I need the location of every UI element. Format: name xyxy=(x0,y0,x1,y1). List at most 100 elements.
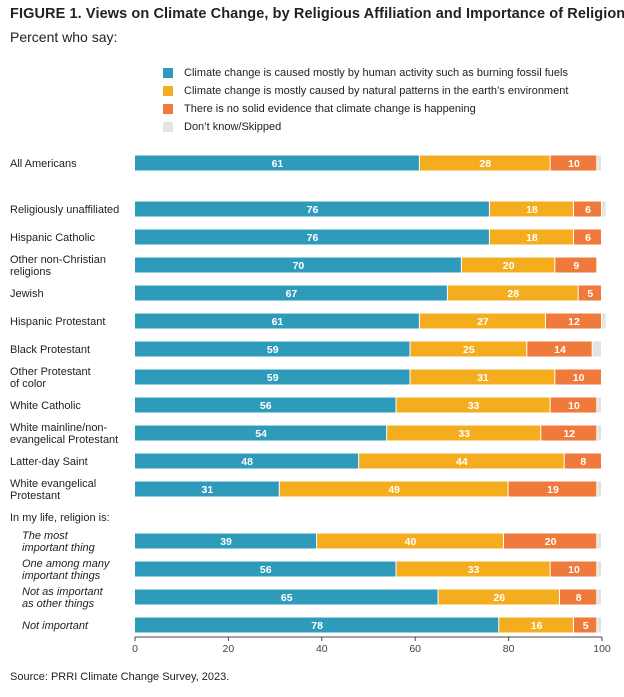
bar-segment-human xyxy=(135,257,461,273)
bar-segment-natural xyxy=(499,617,573,633)
data-label: 10 xyxy=(568,564,580,576)
section-label: In my life, religion is: xyxy=(10,512,110,524)
legend-swatch xyxy=(163,122,173,132)
bar-segment-natural xyxy=(489,229,573,245)
bar-segment-dont-know xyxy=(597,617,601,633)
x-tick-label: 40 xyxy=(316,643,328,655)
bar-segment-natural xyxy=(279,481,508,497)
source-note: Source: PRRI Climate Change Survey, 2023… xyxy=(10,671,230,683)
legend-label: Don’t know/Skipped xyxy=(184,121,282,133)
data-label: 10 xyxy=(568,400,580,412)
data-label: 16 xyxy=(531,620,543,632)
data-label: 27 xyxy=(477,316,489,328)
data-label: 78 xyxy=(311,620,323,632)
bar-segment-dont-know xyxy=(602,313,606,329)
bar-segment-no-evidence xyxy=(564,453,601,469)
bar-segment-no-evidence xyxy=(573,229,601,245)
bar-segment-dont-know xyxy=(597,589,601,605)
bar-segment-no-evidence xyxy=(527,341,592,357)
legend-item-dont-know: Don’t know/Skipped xyxy=(163,118,568,136)
bar-segment-dont-know xyxy=(597,425,601,441)
category-label: One among many important things xyxy=(22,558,111,582)
data-label: 49 xyxy=(388,484,400,496)
bar-segment-dont-know xyxy=(602,201,606,217)
data-label: 48 xyxy=(241,456,253,468)
bar-segment-dont-know xyxy=(597,561,601,577)
data-label: 18 xyxy=(526,204,538,216)
data-label: 26 xyxy=(493,592,505,604)
x-tick-label: 60 xyxy=(409,643,421,655)
bar-segment-human xyxy=(135,397,396,413)
legend-swatch xyxy=(163,86,173,96)
bar-segment-natural xyxy=(396,561,550,577)
bar-segment-no-evidence xyxy=(555,369,601,385)
bar-segment-natural xyxy=(359,453,564,469)
data-label: 6 xyxy=(585,204,591,216)
category-label: All Americans xyxy=(10,158,77,170)
bar-segment-no-evidence xyxy=(559,589,597,605)
data-label: 19 xyxy=(547,484,559,496)
category-label: White Catholic xyxy=(10,400,81,412)
data-label: 28 xyxy=(479,158,491,170)
bar-segment-human xyxy=(135,285,447,301)
bar-segment-human xyxy=(135,229,489,245)
bar-segment-human xyxy=(135,453,359,469)
data-label: 9 xyxy=(573,260,579,272)
data-label: 18 xyxy=(526,232,538,244)
bar-segment-human xyxy=(135,589,438,605)
category-label: Jewish xyxy=(10,288,44,300)
bar-segment-human xyxy=(135,533,317,549)
data-label: 31 xyxy=(202,484,214,496)
bar-segment-no-evidence xyxy=(573,617,597,633)
bar-segment-natural xyxy=(438,589,559,605)
data-label: 59 xyxy=(267,372,279,384)
category-label: Hispanic Protestant xyxy=(10,316,105,328)
bar-segment-dont-know xyxy=(597,481,601,497)
data-label: 44 xyxy=(456,456,468,468)
bar-segment-natural xyxy=(410,341,527,357)
bar-segment-natural xyxy=(447,285,578,301)
bar-segment-natural xyxy=(317,533,503,549)
bar-segment-no-evidence xyxy=(573,201,601,217)
data-label: 54 xyxy=(255,428,267,440)
x-tick-label: 20 xyxy=(223,643,235,655)
data-label: 61 xyxy=(272,158,284,170)
data-label: 33 xyxy=(468,564,480,576)
data-label: 5 xyxy=(587,288,593,300)
bar-segment-human xyxy=(135,341,410,357)
bar-segment-natural xyxy=(461,257,555,273)
legend-item-human: Climate change is caused mostly by human… xyxy=(163,64,568,82)
data-label: 39 xyxy=(220,536,232,548)
data-label: 12 xyxy=(563,428,575,440)
category-label: Hispanic Catholic xyxy=(10,232,95,244)
bar-segment-dont-know xyxy=(597,533,601,549)
data-label: 5 xyxy=(583,620,589,632)
category-label: Latter-day Saint xyxy=(10,456,88,468)
bar-segment-dont-know xyxy=(597,155,601,171)
bar-segment-human xyxy=(135,155,419,171)
data-label: 61 xyxy=(272,316,284,328)
data-label: 10 xyxy=(573,372,585,384)
legend: Climate change is caused mostly by human… xyxy=(163,64,568,136)
bar-segment-no-evidence xyxy=(550,155,597,171)
data-label: 31 xyxy=(477,372,489,384)
bar-segment-no-evidence xyxy=(508,481,597,497)
bar-segment-no-evidence xyxy=(578,285,601,301)
bar-segment-natural xyxy=(387,425,541,441)
chart-subtitle: Percent who say: xyxy=(10,29,118,45)
data-label: 10 xyxy=(568,158,580,170)
category-label: Black Protestant xyxy=(10,344,90,356)
bar-segment-natural xyxy=(410,369,555,385)
data-label: 33 xyxy=(468,400,480,412)
data-label: 76 xyxy=(307,204,319,216)
category-label: The most important thing xyxy=(22,530,96,554)
data-label: 56 xyxy=(260,564,272,576)
x-tick-label: 0 xyxy=(132,643,138,655)
chart-title: FIGURE 1. Views on Climate Change, by Re… xyxy=(10,6,624,22)
legend-label: Climate change is caused mostly by human… xyxy=(184,67,568,79)
legend-label: Climate change is mostly caused by natur… xyxy=(184,85,569,97)
category-label: Not as important as other things xyxy=(22,586,104,610)
data-label: 59 xyxy=(267,344,279,356)
bar-segment-dont-know xyxy=(597,397,601,413)
